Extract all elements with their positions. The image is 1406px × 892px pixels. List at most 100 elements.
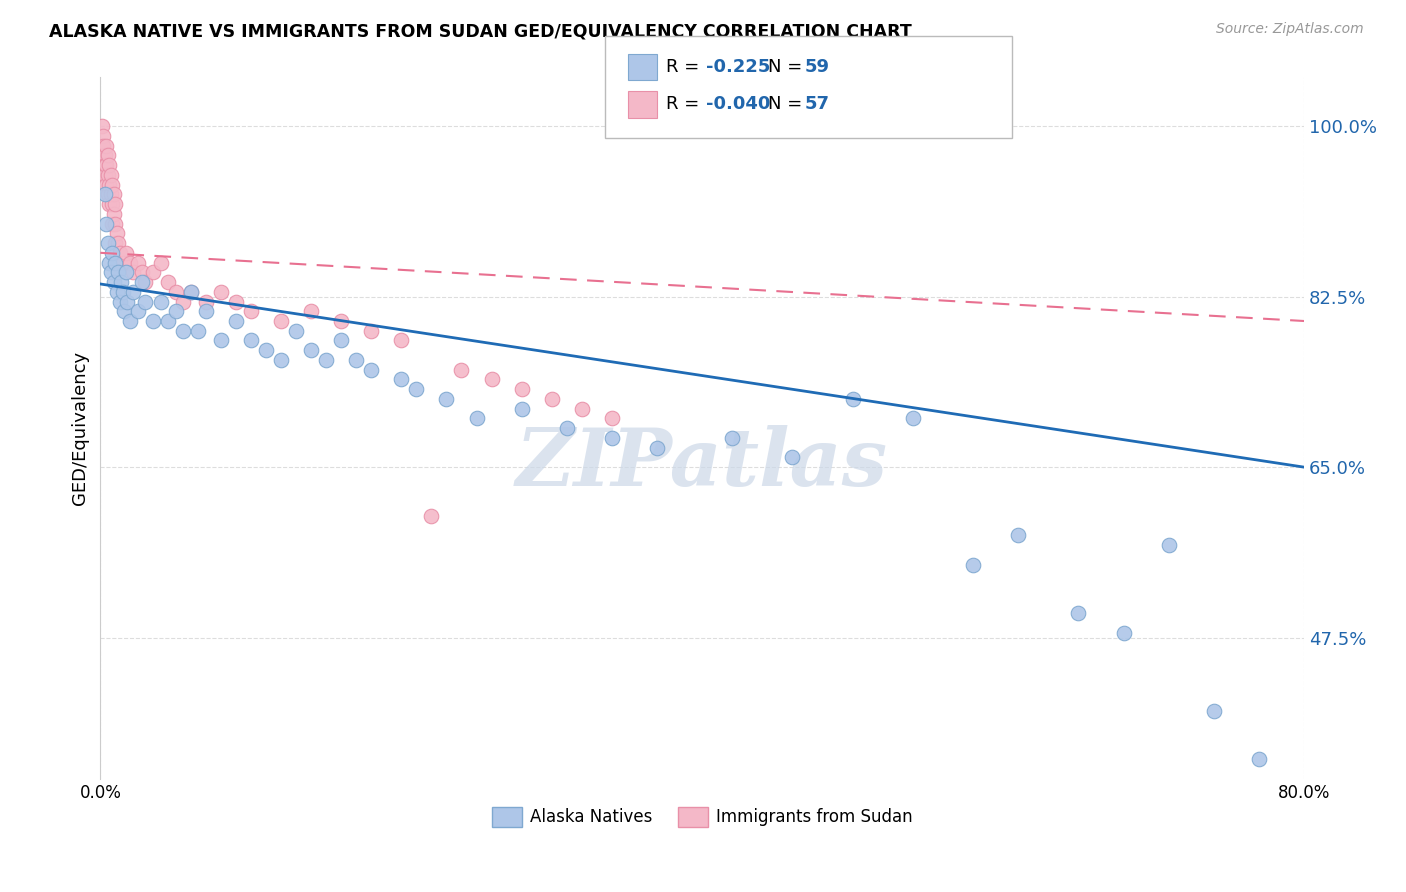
Point — [180, 285, 202, 299]
Point — [100, 168, 122, 182]
Point — [600, 431, 623, 445]
Text: -0.225: -0.225 — [706, 58, 770, 76]
Point — [117, 294, 139, 309]
Point — [299, 343, 322, 358]
Point — [194, 294, 217, 309]
Point — [315, 353, 337, 368]
Point — [101, 178, 124, 192]
Point — [93, 128, 115, 143]
Point — [405, 382, 427, 396]
Text: N =: N = — [768, 58, 807, 76]
Point — [1067, 607, 1090, 621]
Point — [157, 275, 180, 289]
Point — [97, 168, 120, 182]
Point — [107, 235, 129, 250]
Text: 59: 59 — [804, 58, 830, 76]
Legend: Alaska Natives, Immigrants from Sudan: Alaska Natives, Immigrants from Sudan — [485, 800, 920, 834]
Point — [104, 255, 127, 269]
Point — [110, 275, 132, 289]
Point — [721, 431, 744, 445]
Text: -0.040: -0.040 — [706, 95, 770, 113]
Point — [209, 285, 232, 299]
Point — [1157, 538, 1180, 552]
Point — [94, 158, 117, 172]
Point — [142, 314, 165, 328]
Point — [96, 138, 118, 153]
Text: Source: ZipAtlas.com: Source: ZipAtlas.com — [1216, 22, 1364, 37]
Point — [270, 314, 292, 328]
Point — [330, 314, 353, 328]
Point — [107, 265, 129, 279]
Point — [299, 304, 322, 318]
Point — [131, 275, 153, 289]
Point — [225, 314, 247, 328]
Point — [540, 392, 562, 406]
Point — [97, 235, 120, 250]
Text: ALASKA NATIVE VS IMMIGRANTS FROM SUDAN GED/EQUIVALENCY CORRELATION CHART: ALASKA NATIVE VS IMMIGRANTS FROM SUDAN G… — [49, 22, 912, 40]
Point — [98, 178, 121, 192]
Point — [194, 304, 217, 318]
Point — [149, 255, 172, 269]
Point — [1247, 752, 1270, 766]
Point — [344, 353, 367, 368]
Point — [510, 401, 533, 416]
Point — [112, 304, 135, 318]
Point — [330, 334, 353, 348]
Point — [284, 324, 307, 338]
Point — [94, 187, 117, 202]
Y-axis label: GED/Equivalency: GED/Equivalency — [72, 351, 89, 505]
Point — [165, 285, 187, 299]
Point — [98, 255, 121, 269]
Point — [111, 285, 134, 299]
Point — [101, 245, 124, 260]
Point — [105, 285, 128, 299]
Point — [100, 187, 122, 202]
Point — [96, 178, 118, 192]
Point — [157, 314, 180, 328]
Point — [450, 362, 472, 376]
Point — [645, 441, 668, 455]
Point — [165, 304, 187, 318]
Point — [134, 275, 156, 289]
Point — [571, 401, 593, 416]
Point — [111, 255, 134, 269]
Point — [270, 353, 292, 368]
Point — [172, 294, 194, 309]
Text: R =: R = — [666, 58, 706, 76]
Point — [841, 392, 863, 406]
Point — [104, 217, 127, 231]
Point — [97, 187, 120, 202]
Point — [93, 138, 115, 153]
Point — [103, 207, 125, 221]
Point — [94, 168, 117, 182]
Point — [901, 411, 924, 425]
Point — [131, 265, 153, 279]
Point — [127, 304, 149, 318]
Point — [127, 255, 149, 269]
Point — [94, 148, 117, 162]
Point — [103, 275, 125, 289]
Point — [389, 372, 412, 386]
Point — [108, 294, 131, 309]
Point — [600, 411, 623, 425]
Point — [120, 314, 142, 328]
Point — [122, 265, 145, 279]
Text: R =: R = — [666, 95, 706, 113]
Point — [90, 119, 112, 133]
Point — [104, 197, 127, 211]
Point — [510, 382, 533, 396]
Point — [1202, 704, 1225, 718]
Point — [142, 265, 165, 279]
Point — [122, 285, 145, 299]
Point — [101, 217, 124, 231]
Point — [389, 334, 412, 348]
Point — [134, 294, 156, 309]
Point — [962, 558, 984, 572]
Point — [98, 197, 121, 211]
Point — [101, 197, 124, 211]
Point — [420, 508, 443, 523]
Text: ZIPatlas: ZIPatlas — [516, 425, 889, 502]
Point — [104, 235, 127, 250]
Point — [103, 187, 125, 202]
Point — [96, 158, 118, 172]
